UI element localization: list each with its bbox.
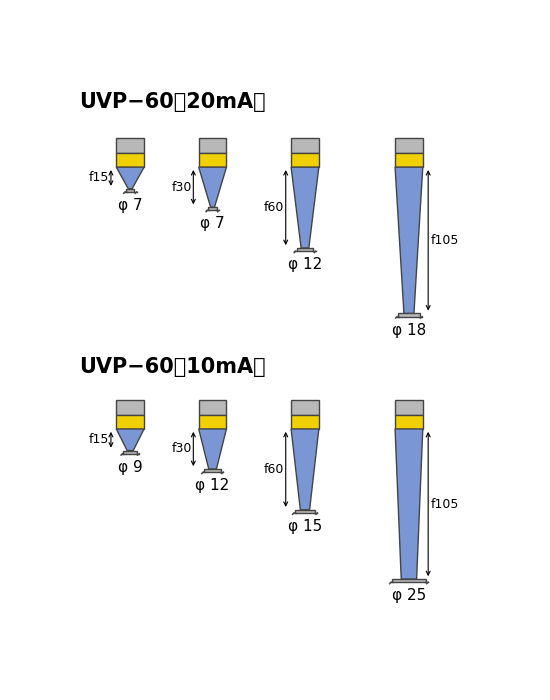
Text: f60: f60: [264, 463, 284, 476]
Bar: [117, 138, 144, 153]
Bar: [291, 415, 319, 429]
Polygon shape: [291, 167, 319, 248]
Text: f105: f105: [431, 498, 459, 510]
Bar: [291, 138, 319, 153]
Text: φ 18: φ 18: [392, 323, 426, 337]
Text: φ 25: φ 25: [392, 588, 426, 603]
Polygon shape: [117, 167, 144, 189]
Bar: [199, 400, 227, 415]
Text: φ 7: φ 7: [118, 198, 142, 213]
Bar: [395, 153, 423, 167]
Text: f60: f60: [264, 201, 284, 214]
Bar: [395, 138, 423, 153]
Bar: [117, 400, 144, 415]
Bar: [204, 469, 221, 472]
Text: f15: f15: [89, 433, 109, 446]
Bar: [208, 207, 217, 210]
Bar: [126, 189, 134, 192]
Text: UVP−60（20mA）: UVP−60（20mA）: [79, 92, 266, 112]
Bar: [117, 153, 144, 167]
Text: φ 9: φ 9: [118, 460, 142, 475]
Text: f15: f15: [89, 172, 109, 184]
Text: φ 15: φ 15: [288, 519, 322, 534]
Bar: [395, 415, 423, 429]
Bar: [199, 415, 227, 429]
Bar: [296, 248, 314, 251]
Text: φ 12: φ 12: [288, 258, 322, 272]
Text: φ 7: φ 7: [200, 216, 225, 232]
Bar: [291, 153, 319, 167]
Text: UVP−60（10mA）: UVP−60（10mA）: [79, 357, 266, 377]
Polygon shape: [117, 429, 144, 451]
Bar: [123, 451, 137, 454]
Polygon shape: [199, 167, 227, 207]
Bar: [199, 153, 227, 167]
Bar: [117, 415, 144, 429]
Bar: [199, 138, 227, 153]
Bar: [395, 400, 423, 415]
Bar: [392, 579, 426, 582]
Text: φ 12: φ 12: [195, 478, 230, 493]
Text: f30: f30: [172, 442, 192, 456]
Bar: [295, 510, 315, 513]
Polygon shape: [395, 429, 423, 579]
Text: f105: f105: [431, 234, 459, 247]
Text: f30: f30: [172, 181, 192, 194]
Polygon shape: [395, 167, 423, 314]
Bar: [398, 314, 420, 316]
Polygon shape: [291, 429, 319, 510]
Polygon shape: [199, 429, 227, 469]
Bar: [291, 400, 319, 415]
